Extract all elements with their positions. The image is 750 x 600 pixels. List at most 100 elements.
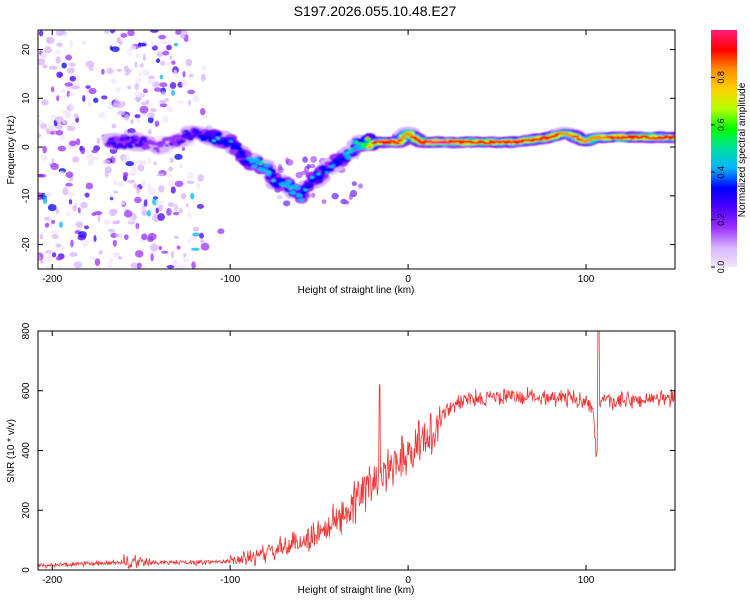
heatmap-speckle <box>92 156 100 161</box>
heatmap-speckle <box>39 233 44 240</box>
heatmap-speckle <box>38 30 44 37</box>
ridge-cell <box>345 155 352 160</box>
heatmap-speckle <box>105 170 109 178</box>
heatmap-speckle <box>169 55 173 60</box>
heatmap-speckle <box>187 238 192 244</box>
ridge-cell <box>108 136 115 141</box>
heatmap-speckle <box>187 171 194 180</box>
heatmap-speckle <box>125 161 135 167</box>
heatmap-speckle <box>61 109 71 115</box>
x-tick-label: -200 <box>42 274 62 285</box>
x-tick-label: 100 <box>578 274 595 285</box>
heatmap-speckle <box>68 140 77 147</box>
heatmap-speckle <box>77 207 81 214</box>
heatmap-speckle <box>71 121 75 128</box>
heatmap-speckle <box>141 209 148 217</box>
heatmap-speckle <box>192 226 200 232</box>
snr-y-axis: 0 200 400 600 800 <box>21 322 675 573</box>
heatmap-speckle <box>175 30 182 35</box>
heatmap-speckle <box>93 97 99 103</box>
heatmap-speckle <box>159 82 168 88</box>
ridge-cell <box>169 142 174 146</box>
ridge-cell <box>184 129 189 133</box>
heatmap-speckle <box>74 113 79 119</box>
heatmap-speckle <box>83 225 90 230</box>
heatmap-speckle <box>44 222 50 228</box>
heatmap-speckle <box>173 211 180 216</box>
heatmap-speckle <box>135 77 142 84</box>
heatmap-speckle <box>124 113 130 121</box>
heatmap-speckle <box>45 36 55 45</box>
heatmap-speckle <box>134 196 142 204</box>
heatmap-speckle <box>97 112 106 119</box>
heatmap-speckle <box>108 208 117 217</box>
ridge-cell <box>411 136 418 139</box>
heatmap-speckle <box>111 123 117 129</box>
heatmap-speckle <box>47 123 55 128</box>
heatmap-speckle <box>201 65 207 71</box>
ridge-cell <box>214 132 222 137</box>
heatmap-speckle <box>161 250 169 254</box>
heatmap-speckle <box>42 64 48 69</box>
heatmap-speckle <box>166 106 174 113</box>
y-tick-label: -10 <box>21 188 32 203</box>
heatmap-speckle <box>147 232 157 241</box>
colorbar-tick-label: 0.0 <box>716 261 726 274</box>
ridge-cell <box>285 179 292 184</box>
ridge-cell <box>160 146 170 153</box>
colorbar-tick-label: 0.4 <box>716 166 726 179</box>
heatmap-speckle <box>182 253 187 258</box>
heatmap-speckle <box>169 82 177 90</box>
ridge-cell <box>365 136 370 139</box>
heatmap-speckle <box>62 187 69 195</box>
y-tick-label: 400 <box>21 442 32 459</box>
heatmap-speckle <box>108 101 113 107</box>
heatmap-speckle <box>109 30 116 34</box>
heatmap-speckle <box>138 70 142 77</box>
ridge-cell <box>295 193 303 198</box>
colorbar-tick-label: 0.2 <box>716 213 726 226</box>
heatmap-speckle <box>117 110 126 116</box>
heatmap-speckle <box>145 99 150 105</box>
ridge-cell <box>221 139 228 144</box>
heatmap-speckle <box>68 92 76 97</box>
heatmap-speckle <box>162 50 170 56</box>
ridge-cell <box>407 133 414 137</box>
ridge-cell <box>293 186 301 191</box>
heatmap-speckle <box>147 116 154 124</box>
heatmap-speckle <box>108 262 112 269</box>
heatmap-speckle <box>192 95 200 103</box>
heatmap-speckle <box>187 210 192 218</box>
heatmap-speckle <box>306 164 311 169</box>
ridge-cell <box>367 145 372 149</box>
colorbar-tick-label: 0.6 <box>716 119 726 132</box>
heatmap-speckle <box>42 145 47 154</box>
heatmap-speckle <box>137 42 147 47</box>
ridge-cell <box>238 150 245 155</box>
heatmap-speckle <box>150 30 159 33</box>
heatmap-speckle <box>170 186 176 194</box>
heatmap-x-axis: -200 -100 0 100 <box>42 30 595 285</box>
heatmap-speckle <box>160 60 166 66</box>
heatmap-speckle <box>164 97 170 102</box>
heatmap-speckle <box>278 163 283 171</box>
heatmap-speckle <box>109 257 114 263</box>
heatmap-speckle <box>153 161 157 166</box>
heatmap-speckle <box>47 215 52 223</box>
heatmap-speckle <box>348 193 353 201</box>
heatmap-speckle <box>343 200 350 205</box>
ridge-cell <box>258 162 263 166</box>
heatmap-speckle <box>93 235 97 243</box>
heatmap-speckle <box>171 89 175 96</box>
heatmap-speckle <box>141 101 147 106</box>
x-tick-label: 100 <box>578 575 595 586</box>
heatmap-speckle <box>65 182 73 187</box>
ridge-cell <box>152 146 160 151</box>
heatmap-speckle <box>72 202 78 206</box>
heatmap-speckle <box>85 85 91 89</box>
heatmap-speckle <box>156 51 164 57</box>
ridge-cell <box>288 187 293 191</box>
heatmap-speckle <box>331 192 339 200</box>
heatmap-speckle <box>157 204 164 212</box>
heatmap-speckle <box>51 219 55 224</box>
